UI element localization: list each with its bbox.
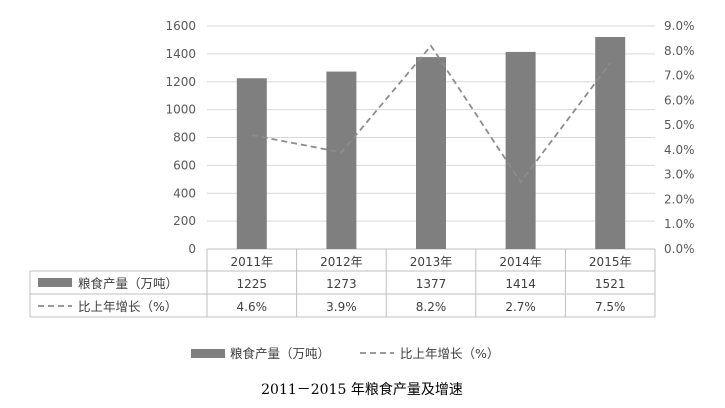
line-value-label: 2.7% xyxy=(505,300,536,314)
bar xyxy=(505,51,536,249)
left-tick-label: 1600 xyxy=(165,19,196,33)
category-label: 2014年 xyxy=(499,255,542,269)
left-tick-label: 1000 xyxy=(165,103,196,117)
chart-caption: 2011－2015 年粮食产量及增速 xyxy=(261,381,463,398)
bar-series xyxy=(236,37,626,250)
bar xyxy=(416,57,446,249)
bar-value-label: 1377 xyxy=(416,277,447,291)
bar xyxy=(236,78,267,249)
data-table: 2011年 1225 4.6% 2012年 1273 3.9% 2013年 1377 8.2% 2… xyxy=(29,249,656,318)
legend-bar-key xyxy=(191,349,225,358)
legend-label: 比上年增长（%） xyxy=(400,346,499,361)
legend-label: 粮食产量（万吨） xyxy=(230,346,330,361)
bar-value-label: 1414 xyxy=(505,277,536,291)
table-bar-key xyxy=(38,278,72,287)
table-row-label: 粮食产量（万吨） xyxy=(78,276,178,291)
growth-line xyxy=(251,44,611,184)
left-tick-label: 200 xyxy=(173,214,196,228)
line-series xyxy=(251,44,611,184)
right-tick-label: 0.0% xyxy=(664,242,695,256)
category-label: 2015年 xyxy=(589,255,632,269)
left-tick-label: 800 xyxy=(173,131,196,145)
right-tick-label: 4.0% xyxy=(664,143,695,157)
bar-value-label: 1273 xyxy=(326,277,357,291)
legend: 粮食产量（万吨） 比上年增长（%） xyxy=(191,346,499,361)
right-tick-label: 2.0% xyxy=(664,192,695,206)
line-value-label: 7.5% xyxy=(595,300,626,314)
right-tick-label: 9.0% xyxy=(664,19,695,33)
left-tick-label: 1400 xyxy=(165,47,196,61)
bar-value-label: 1521 xyxy=(595,277,626,291)
left-tick-label: 0 xyxy=(188,242,196,256)
bar xyxy=(595,37,626,250)
left-tick-label: 1200 xyxy=(165,75,196,89)
right-tick-label: 6.0% xyxy=(664,93,695,107)
table-row-label: 比上年增长（%） xyxy=(78,299,177,314)
right-tick-label: 8.0% xyxy=(664,44,695,58)
left-axis-ticks: 0 200 400 600 800 1000 1200 1400 1600 xyxy=(165,19,196,256)
category-label: 2013年 xyxy=(410,255,453,269)
right-axis-ticks: 0.0% 1.0% 2.0% 3.0% 4.0% 5.0% 6.0% 7.0% 8.0% 9.0% xyxy=(664,19,695,256)
line-value-label: 4.6% xyxy=(237,300,268,314)
right-tick-label: 3.0% xyxy=(664,168,695,182)
category-label: 2012年 xyxy=(320,255,363,269)
line-value-label: 3.9% xyxy=(326,300,357,314)
left-tick-label: 600 xyxy=(173,158,196,172)
right-tick-label: 5.0% xyxy=(664,118,695,132)
right-tick-label: 1.0% xyxy=(664,217,695,231)
bar xyxy=(326,71,357,249)
bar-value-label: 1225 xyxy=(237,277,268,291)
left-tick-label: 400 xyxy=(173,186,196,200)
line-value-label: 8.2% xyxy=(416,300,447,314)
right-tick-label: 7.0% xyxy=(664,69,695,83)
category-label: 2011年 xyxy=(231,255,274,269)
